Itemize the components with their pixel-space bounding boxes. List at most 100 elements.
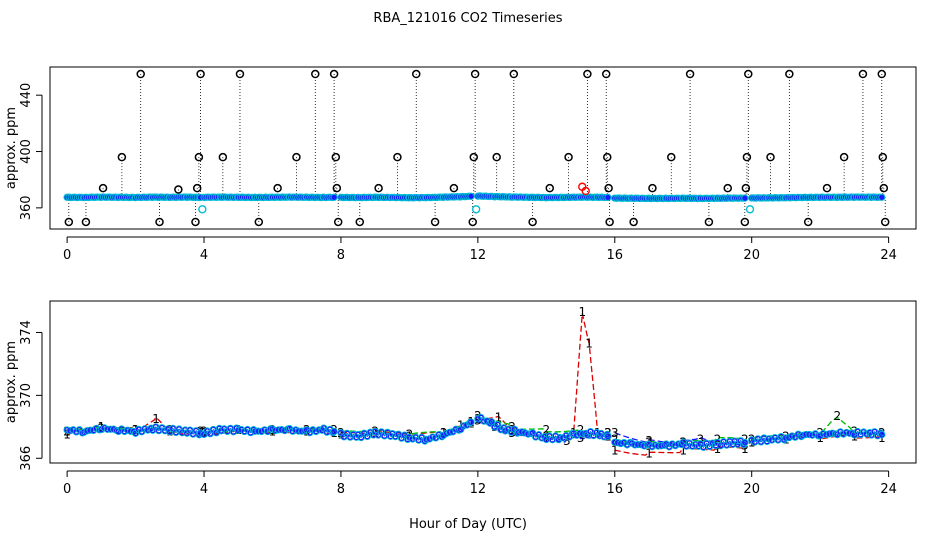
avg-point [635,441,641,448]
bottom-panel-frame [49,300,917,464]
avg-point-cyan [518,428,526,436]
top-x-tick-label: 16 [607,248,624,263]
outlier-point [822,183,832,193]
baseline-point [879,194,885,200]
outlier-point [564,152,573,162]
outlier-point [839,152,849,162]
outlier-point [509,69,519,79]
series-marker-3: 3 [508,426,516,440]
avg-point-cyan [196,429,205,437]
avg-point [878,431,885,438]
outlier-point [601,69,611,79]
outlier-point [648,183,657,193]
chart-title: RBA_121016 CO2 Timeseries [373,11,562,26]
bottom-y-tick-label: 366 [19,446,34,471]
outlier-point [64,217,74,227]
series-marker-1: 1 [152,412,160,426]
bottom-x-tick-label: 16 [607,482,624,497]
outlier-point [194,152,204,162]
avg-point [468,419,474,425]
baseline-point-cyan [330,193,338,201]
outlier-point [528,217,537,227]
outlier-point [192,183,202,193]
outlier-point [292,152,301,162]
outlier-point [412,69,421,79]
baseline-point-cyan [604,193,612,202]
avg-point [358,434,364,441]
series-marker-3: 3 [611,426,619,440]
bottom-x-tick-label: 8 [337,482,345,497]
outlier-point [191,217,200,227]
avg-point-cyan [330,427,338,436]
outlier-point [785,69,794,79]
baseline-point-cyan [741,194,749,202]
outlier-point [273,183,282,193]
avg-point [296,428,302,434]
series-marker-1: 1 [330,426,338,440]
cyan-point [198,205,207,214]
top-x-tick-label: 24 [880,248,897,263]
avg-point-cyan [429,433,437,441]
outlier-point [605,217,614,227]
top-ylabel: approx. ppm [4,107,19,189]
avg-point-cyan [422,435,431,444]
outlier-point [174,185,183,194]
outlier-point [469,152,479,162]
series-marker-1: 1 [645,447,653,461]
outlier-point [742,152,752,162]
baseline-point-cyan [467,192,475,200]
outlier-point [667,152,676,162]
outlier-point [492,152,501,162]
avg-point [488,419,495,425]
outlier-point [331,152,341,162]
bottom-x-tick-label: 4 [200,482,208,497]
outlier-point [430,217,440,227]
top-x-tick-label: 0 [63,248,71,263]
top-panel-frame [49,66,917,230]
series-marker-1: 1 [714,442,722,456]
series-marker-2: 2 [543,423,551,437]
outlier-point [744,69,753,79]
top-y-tick-label: 440 [19,83,34,108]
avg-point [331,428,337,435]
outlier-point [583,69,592,79]
outlier-point [685,69,695,79]
series-marker-2: 2 [467,417,475,431]
series-marker-1: 1 [467,415,475,429]
outlier-point [218,152,228,162]
top-panel: 0 4 8 12 16 20 24 360 400 440 approx. ppm [4,66,917,263]
avg-point [494,421,501,428]
avg-point-cyan [480,417,488,425]
top-y-tick-label: 400 [19,139,34,164]
outlier-point [332,183,342,193]
bottom-x-tick-label: 0 [63,482,71,497]
bottom-y-tick-label: 374 [19,320,34,345]
outlier-point [723,183,732,193]
series-marker-3: 3 [563,434,571,448]
series-marker-1: 1 [585,336,593,350]
series-marker-1: 1 [495,410,503,424]
outlier-point [604,183,613,193]
avg-point [803,431,809,438]
series-marker-2: 2 [748,432,756,446]
outlier-point [741,183,751,193]
series-marker-3: 3 [697,432,705,446]
outlier-point [329,69,339,79]
outlier-point [878,152,888,162]
outlier-point [449,183,459,193]
bottom-ylabel: approx. ppm [4,341,19,423]
series-marker-2: 2 [878,426,886,440]
avg-point-cyan [782,434,790,442]
outlier-point [603,152,612,162]
avg-point [252,428,259,435]
outlier-point [333,217,343,227]
baseline-point [331,194,337,200]
outlier-point [545,183,554,193]
avg-point-cyan [604,432,612,440]
avg-point [275,427,282,433]
avg-point [481,418,487,424]
outlier-point [858,69,868,79]
outlier-point [879,183,889,193]
series-marker-1: 1 [63,428,71,442]
